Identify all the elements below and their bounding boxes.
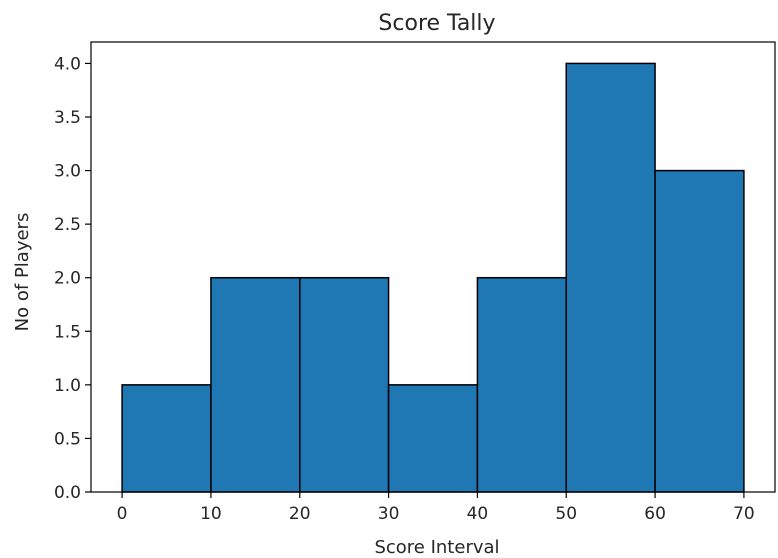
histogram-bar-3 xyxy=(387,384,479,493)
x-tick-label: 10 xyxy=(200,504,222,524)
x-tick-label: 50 xyxy=(555,504,577,524)
y-tick-label: 0.5 xyxy=(54,429,81,449)
y-tick-label: 3.0 xyxy=(54,162,81,182)
y-tick-label: 2.0 xyxy=(54,269,81,289)
x-tick-label: 70 xyxy=(733,504,755,524)
x-axis-label: Score Interval xyxy=(374,537,499,558)
x-tick-label: 0 xyxy=(117,504,128,524)
y-tick-label: 4.0 xyxy=(54,54,81,74)
histogram-bar-6 xyxy=(654,169,745,493)
y-tick-label: 3.5 xyxy=(54,108,81,128)
x-tick-label: 30 xyxy=(378,504,400,524)
axes-group: 0 10 20 30 40 50 60 70 0.0 0.5 1.0 1.5 2.0 2.5 3.0 3.5 4… xyxy=(54,41,776,524)
x-tick-label: 20 xyxy=(289,504,311,524)
chart-title: Score Tally xyxy=(378,11,495,36)
y-tick-label: 1.5 xyxy=(54,322,81,342)
histogram-bar-1 xyxy=(210,276,301,493)
x-tick-label: 40 xyxy=(467,504,489,524)
y-tick-label: 0.0 xyxy=(54,483,81,503)
x-tick-label: 60 xyxy=(644,504,666,524)
y-axis-label: No of Players xyxy=(12,213,33,332)
histogram-bar-0 xyxy=(121,384,212,493)
plot-frame xyxy=(90,41,776,493)
histogram-bar-4 xyxy=(476,276,567,493)
bars-group xyxy=(121,62,745,493)
histogram-bar-2 xyxy=(299,276,390,493)
histogram-bar-5 xyxy=(565,62,656,493)
y-tick-label: 2.5 xyxy=(54,215,81,235)
y-tick-label: 1.0 xyxy=(54,376,81,396)
